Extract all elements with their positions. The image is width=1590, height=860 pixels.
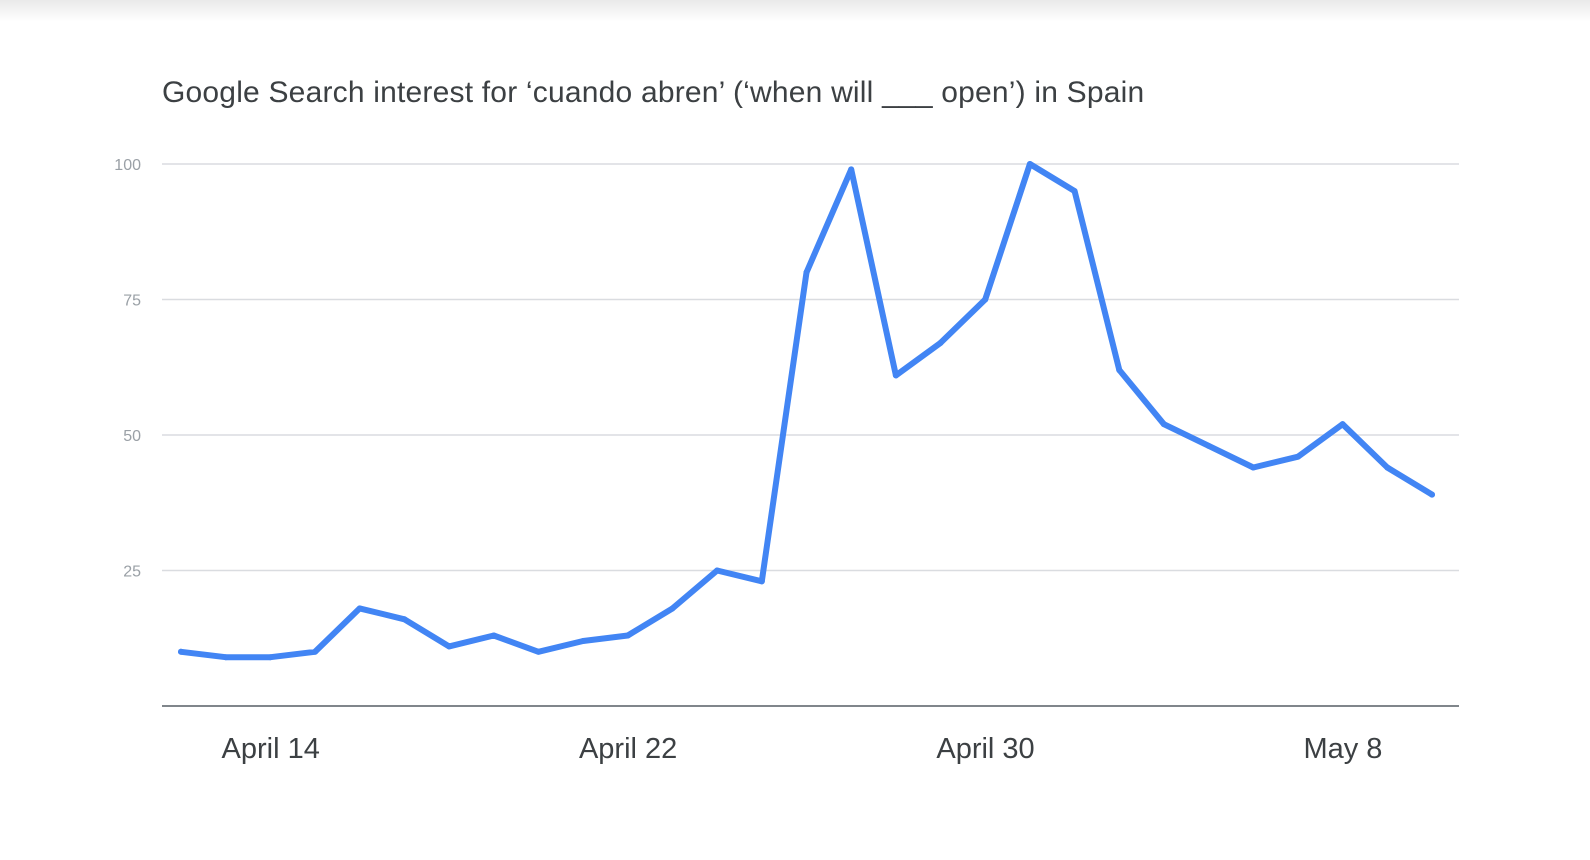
data-point xyxy=(803,269,810,276)
data-point xyxy=(1339,421,1346,428)
top-shadow xyxy=(0,0,1590,22)
data-point xyxy=(490,632,497,639)
data-point xyxy=(178,648,184,655)
data-point xyxy=(1160,421,1167,428)
data-point xyxy=(1205,442,1212,449)
data-point xyxy=(758,578,765,585)
data-point xyxy=(1384,464,1391,471)
data-point xyxy=(1026,161,1033,167)
gridlines xyxy=(162,163,1459,572)
data-point xyxy=(222,654,229,661)
data-point xyxy=(669,605,676,612)
x-tick-label: May 8 xyxy=(1303,733,1382,765)
chart-title: Google Search interest for ‘cuando abren… xyxy=(162,76,1145,109)
data-point xyxy=(312,648,319,655)
data-point xyxy=(982,296,989,303)
x-tick-label: April 22 xyxy=(579,733,677,765)
data-point xyxy=(1116,366,1123,373)
data-point xyxy=(1250,464,1257,471)
y-tick-label-75: 75 xyxy=(123,293,141,310)
data-point xyxy=(1294,453,1301,460)
y-tick-label-100: 100 xyxy=(114,157,141,174)
y-tick-label-25: 25 xyxy=(123,564,141,581)
data-point xyxy=(446,643,453,650)
series-layer xyxy=(178,161,1435,661)
x-tick-label: April 14 xyxy=(222,733,320,765)
series-line-0 xyxy=(178,161,1435,661)
data-point xyxy=(401,616,408,623)
y-axis-tick-labels: 25 50 75 100 xyxy=(114,157,141,581)
data-point xyxy=(267,654,274,661)
data-point xyxy=(1071,188,1078,195)
data-point xyxy=(356,605,363,612)
data-point xyxy=(580,637,587,644)
data-point xyxy=(535,648,542,655)
data-points xyxy=(178,161,1435,661)
data-point xyxy=(937,339,944,346)
x-axis-tick-labels: April 14 April 22 April 30 May 8 xyxy=(222,733,1383,765)
data-point xyxy=(624,632,631,639)
x-tick-label: April 30 xyxy=(936,733,1034,765)
data-point xyxy=(848,166,855,173)
data-point xyxy=(892,372,899,379)
data-point xyxy=(714,567,721,574)
y-tick-label-50: 50 xyxy=(123,428,141,445)
data-point xyxy=(1429,491,1435,498)
